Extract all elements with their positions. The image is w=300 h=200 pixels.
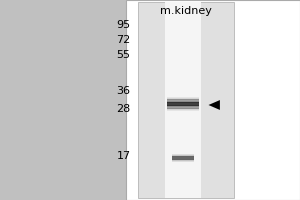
Bar bbox=[167, 110, 199, 111]
Bar bbox=[167, 108, 199, 109]
Bar bbox=[167, 98, 199, 99]
Bar bbox=[167, 105, 199, 106]
Bar bbox=[167, 109, 199, 110]
Text: 95: 95 bbox=[116, 20, 130, 30]
Bar bbox=[167, 105, 199, 106]
Bar bbox=[167, 97, 199, 98]
Bar bbox=[172, 158, 194, 159]
Bar bbox=[167, 101, 199, 102]
Bar bbox=[172, 156, 194, 157]
Bar bbox=[172, 159, 194, 160]
Bar bbox=[167, 103, 199, 104]
Bar bbox=[167, 108, 199, 109]
Bar bbox=[167, 110, 199, 112]
Bar bbox=[172, 159, 194, 160]
Bar bbox=[167, 106, 199, 107]
Bar bbox=[167, 99, 199, 100]
Text: 28: 28 bbox=[116, 104, 130, 114]
Bar bbox=[167, 100, 199, 101]
Text: m.kidney: m.kidney bbox=[160, 6, 212, 16]
Bar bbox=[172, 157, 194, 158]
FancyBboxPatch shape bbox=[165, 2, 201, 198]
Bar bbox=[167, 102, 199, 103]
Bar bbox=[167, 96, 199, 98]
Bar bbox=[172, 156, 194, 157]
Bar bbox=[172, 160, 194, 161]
Text: 72: 72 bbox=[116, 35, 130, 45]
Bar bbox=[172, 154, 194, 155]
Bar bbox=[167, 102, 199, 103]
FancyBboxPatch shape bbox=[126, 0, 300, 200]
Text: 17: 17 bbox=[116, 151, 130, 161]
Bar bbox=[167, 99, 199, 100]
Bar bbox=[172, 155, 194, 156]
Text: 36: 36 bbox=[116, 86, 130, 96]
Bar bbox=[172, 161, 194, 162]
FancyBboxPatch shape bbox=[138, 2, 234, 198]
Polygon shape bbox=[208, 100, 220, 110]
Bar bbox=[167, 107, 199, 108]
Text: 55: 55 bbox=[116, 50, 130, 60]
Bar bbox=[167, 104, 199, 105]
